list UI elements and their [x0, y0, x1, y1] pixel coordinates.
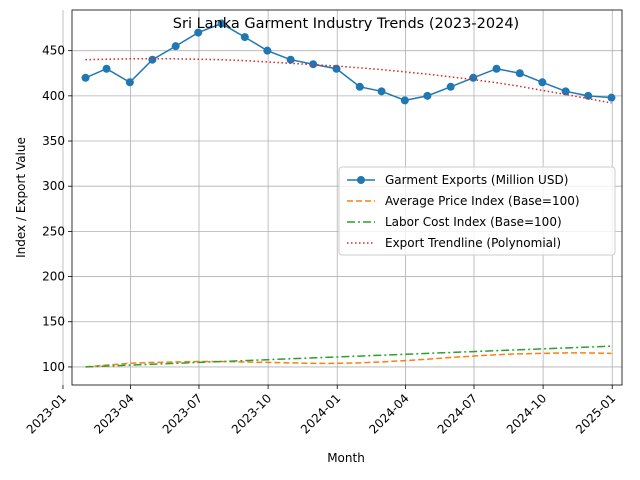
- y-tick-label: 400: [42, 89, 65, 103]
- data-point: [309, 60, 318, 69]
- y-tick-label: 150: [42, 315, 65, 329]
- data-point: [263, 46, 272, 55]
- legend-entry: Labor Cost Index (Base=100): [347, 215, 562, 229]
- data-point: [148, 55, 157, 64]
- legend-marker: [357, 176, 365, 184]
- data-point: [125, 78, 134, 87]
- data-point: [81, 73, 90, 82]
- legend-entry: Garment Exports (Million USD): [347, 173, 568, 187]
- y-tick-label: 350: [42, 134, 65, 148]
- data-point: [217, 19, 226, 28]
- series-line: [85, 345, 612, 368]
- legend-box: [338, 166, 616, 256]
- x-axis-label: Month: [327, 451, 365, 465]
- data-point: [515, 69, 524, 78]
- data-point: [607, 93, 616, 102]
- y-tick-label: 450: [42, 44, 65, 58]
- data-point: [194, 28, 203, 37]
- data-point: [286, 55, 295, 64]
- data-point: [400, 96, 409, 105]
- data-point: [446, 82, 455, 91]
- data-point: [561, 87, 570, 96]
- legend-entry: Average Price Index (Base=100): [347, 194, 580, 208]
- data-point: [240, 33, 249, 42]
- series-line: [85, 352, 612, 368]
- data-point: [492, 64, 501, 73]
- data-point: [538, 78, 547, 87]
- y-axis-label: Index / Export Value: [14, 137, 28, 258]
- series-2: [85, 352, 612, 368]
- y-tick-label: 250: [42, 224, 65, 238]
- plot-area-frame: [71, 9, 623, 386]
- series-line: [85, 22, 612, 102]
- y-axis: 100 150 200 250 300 350 400 450: [42, 44, 72, 374]
- y-tick-label: 200: [42, 270, 65, 284]
- data-point: [584, 91, 593, 100]
- data-point: [469, 73, 478, 82]
- legend-label: Garment Exports (Million USD): [385, 173, 568, 187]
- data-point: [102, 64, 111, 73]
- legend-entry: Export Trendline (Polynomial): [347, 236, 561, 250]
- series-layer: [81, 19, 616, 368]
- y-tick-label: 300: [42, 179, 65, 193]
- data-point: [423, 91, 432, 100]
- legend-label: Export Trendline (Polynomial): [385, 236, 561, 250]
- legend-label: Labor Cost Index (Base=100): [385, 215, 562, 229]
- data-point: [355, 82, 364, 91]
- data-point: [377, 87, 386, 96]
- y-tick-label: 100: [42, 360, 65, 374]
- legend: Garment Exports (Million USD) Average Pri…: [338, 166, 616, 256]
- series-1: [81, 19, 616, 105]
- chart-title: Sri Lanka Garment Industry Trends (2023-…: [173, 16, 519, 32]
- data-point: [171, 42, 180, 51]
- series-3: [85, 345, 612, 368]
- legend-label: Average Price Index (Base=100): [385, 194, 580, 208]
